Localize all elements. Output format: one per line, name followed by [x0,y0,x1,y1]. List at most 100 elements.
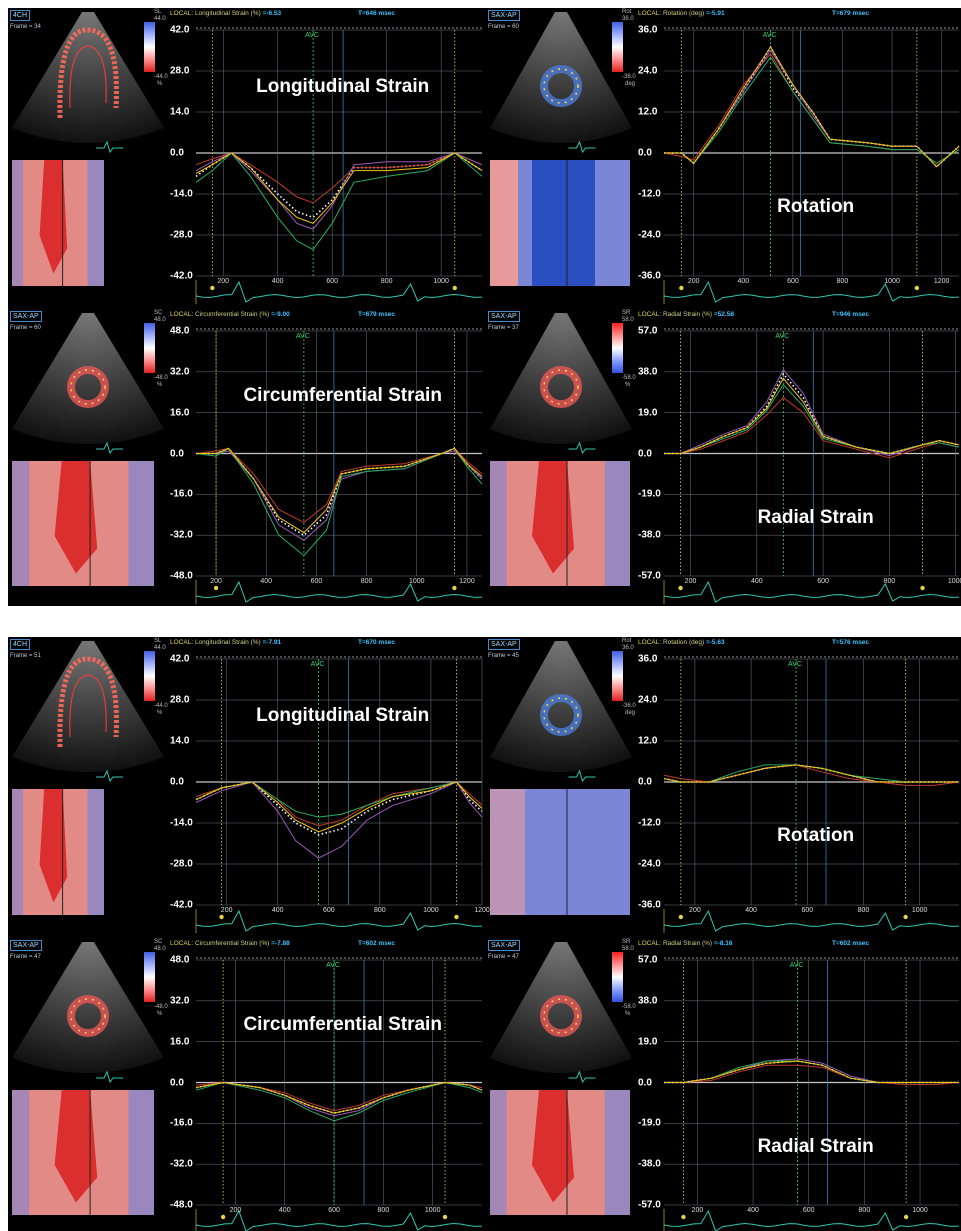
x-tick-label: 800 [360,578,373,585]
frame-label: Frame = 60 [488,24,519,30]
quad-long: 4CH Frame = 51 SL 44.0 -44.0% LOCAL: Longitud… [8,637,490,935]
x-tick-label: 200 [229,1207,242,1214]
y-tick-label: 0.0 [638,147,652,159]
plot-header: LOCAL: Rotation (deg) =-5.91 T=679 msec [638,8,961,19]
avc-label: AVC [775,333,790,340]
ecg-trace [663,280,960,303]
view-label: 4CH [10,639,31,650]
header-value: =-5.63 [705,639,725,646]
x-tick-label: 1000 [433,278,449,285]
y-tick-label: -16.0 [170,488,193,500]
y-tick-label: -12.0 [638,188,661,200]
x-tick-label: 600 [328,1207,340,1214]
scale-bottom-label: -58.0 [622,1004,636,1010]
scale-top-label: 48.0 [154,946,166,952]
avc-label: AVC [305,32,319,39]
header-value: =52.58 [713,311,734,318]
y-tick-label: 36.0 [638,24,658,36]
y-tick-label: -57.0 [638,570,661,582]
y-tick-label: -57.0 [638,1199,661,1211]
plot-header: LOCAL: Rotation (deg) =-5.63 T=576 msec [638,637,961,648]
x-tick-label: 200 [210,578,222,585]
frame-label: Frame = 60 [10,325,41,331]
y-tick-label: 16.0 [170,407,190,419]
plot-header: LOCAL: Longitudinal Strain (%) =-7.91 T=6… [170,637,484,648]
plot-header: LOCAL: Circumferential Strain (%) =-9.00… [170,309,484,320]
y-tick-label: -12.0 [638,817,661,829]
x-tick-label: 400 [747,1207,759,1214]
scale-bottom-label: -58.0 [622,375,636,381]
plot-header: LOCAL: Radial Strain (%) =-8.16 T=602 mse… [638,938,961,949]
ecg-trace [195,580,483,603]
header-title: Longitudinal Strain (%) [194,10,261,17]
y-tick-label: 24.0 [638,65,658,77]
color-scale-bar [612,952,623,1002]
y-tick-label: -42.0 [170,270,193,282]
x-tick-label: 400 [745,907,757,914]
y-tick-label: 24.0 [638,694,658,706]
scale-bottom-label: -48.0 [154,1004,168,1010]
header-value: =-5.91 [705,10,725,17]
series-line-2 [195,1081,483,1117]
x-tick-label: 1000 [408,578,425,585]
header-prefix: LOCAL: [638,940,662,947]
ecg-marker-dot [220,1214,226,1220]
quad-rad: SAX-AP Frame = 37 SR 58.0 -58.0% LOCAL: Radia… [486,309,961,606]
ecg-trace [195,1209,483,1231]
y-tick-label: 0.0 [638,448,652,459]
x-tick-label: 1000 [912,1207,928,1214]
short-axis-echo-image [486,637,636,787]
color-scale-bar [612,651,623,701]
ecg-trace [663,1209,960,1231]
view-label: SAX-AP [488,10,520,21]
x-tick-label: 800 [858,1207,871,1214]
rot-plot: LOCAL: Rotation (deg) =-5.91 T=679 msec 36… [638,8,961,306]
header-value: =-7.88 [271,940,290,947]
long-chart [195,27,483,304]
frame-label: Frame = 45 [488,653,519,659]
series-line-4 [196,447,483,534]
y-tick-label: -19.0 [638,488,661,500]
mmode-strain-map [490,1090,630,1215]
y-tick-label: -16.0 [170,1117,193,1129]
y-tick-label: 57.0 [638,954,658,966]
x-tick-label: 600 [787,278,799,285]
mmode-rotation-map [490,789,630,915]
x-tick-label: 600 [802,1207,815,1214]
apical-echo-image [8,637,168,787]
y-tick-label: -32.0 [170,529,193,541]
color-scale-bar [144,952,155,1002]
series-line-0 [664,1060,959,1084]
rot-plot: LOCAL: Rotation (deg) =-5.63 T=576 msec 36… [638,637,961,935]
header-title: Radial Strain (%) [662,940,713,947]
quad-long: 4CH Frame = 34 SL 44.0 -44.0% LOCAL: Longitud… [8,8,484,306]
y-tick-label: 38.0 [638,995,658,1007]
header-value: =-8.16 [713,940,733,947]
ecg-trace [195,280,483,303]
y-tick-label: 12.0 [638,735,658,747]
x-tick-label: 1000 [911,907,928,914]
short-axis-echo-image [486,309,636,459]
x-tick-label: 400 [260,578,273,585]
series-line-1 [195,781,483,827]
x-tick-label: 400 [271,907,284,914]
ecg-marker-dot [219,914,224,920]
series-line-1 [663,764,960,786]
view-label: SAX-AP [488,311,520,322]
scale-top-label: 36.0 [622,645,634,651]
ecg-marker-dot [920,585,925,591]
frame-label: Frame = 51 [10,653,41,659]
x-tick-label: 200 [687,278,700,285]
short-axis-echo-image [486,8,636,158]
plot-title: Radial Strain [757,507,874,528]
y-tick-label: 0.0 [170,448,184,459]
plot-title: Longitudinal Strain [256,76,430,97]
header-title: Rotation (deg) [662,639,705,646]
header-time: T=946 msec [832,311,870,318]
header-title: Rotation (deg) [662,10,705,17]
scale-top-label: 44.0 [154,16,166,22]
y-tick-label: 16.0 [170,1036,190,1048]
view-label: SAX-AP [10,311,42,322]
scale-top-label: 44.0 [154,645,166,651]
scale-bottom-label: -44.0 [154,74,168,80]
